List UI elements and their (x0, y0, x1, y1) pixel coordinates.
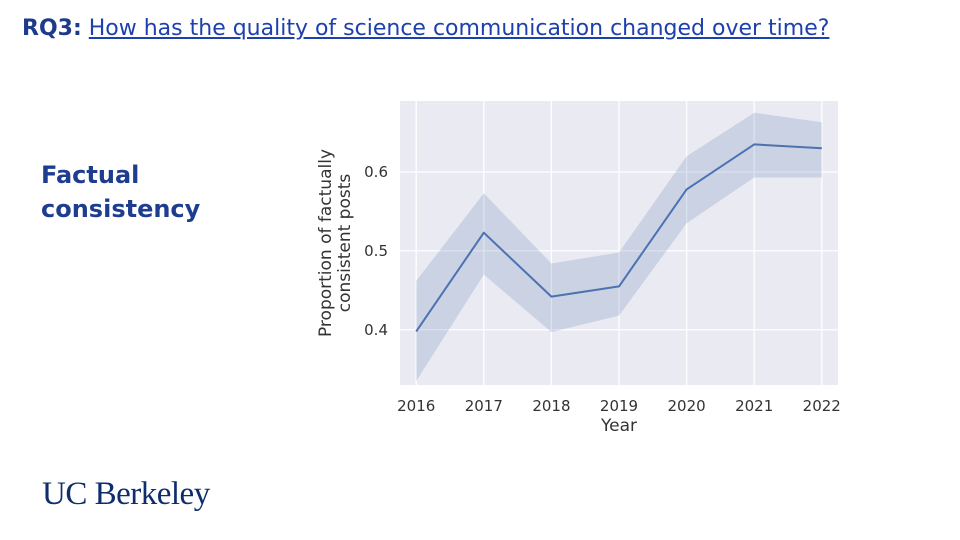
series-line-layer (415, 143, 822, 332)
series-line (415, 143, 822, 332)
research-question-link[interactable]: How has the quality of science communica… (88, 16, 830, 41)
rq-label: RQ3: (22, 16, 82, 41)
y-tick-label: 0.4 (364, 321, 388, 339)
x-axis-label: Year (600, 416, 637, 436)
y-tick-label: 0.6 (364, 163, 388, 181)
x-tick-label: 2016 (397, 397, 435, 415)
y-tick-labels: 0.4 0.5 0.6 (364, 163, 388, 339)
metric-label: Factual consistency (41, 158, 241, 226)
x-tick-label: 2017 (465, 397, 503, 415)
grid (400, 101, 838, 385)
metric-label-line1: Factual (41, 161, 140, 189)
factual-consistency-chart: 2016 2017 2018 2019 2020 2021 2022 0.4 0.5 0.6 Y… (316, 101, 841, 436)
slide-title: RQ3: How has the quality of science comm… (22, 16, 829, 41)
x-tick-label: 2019 (600, 397, 638, 415)
uc-berkeley-logo: UC Berkeley (42, 476, 210, 512)
metric-label-line2: consistency (41, 195, 201, 223)
y-axis-label-line2: consistent posts (335, 174, 355, 313)
x-tick-labels: 2016 2017 2018 2019 2020 2021 2022 (397, 397, 841, 415)
confidence-band (416, 112, 822, 382)
y-tick-label: 0.5 (364, 242, 388, 260)
x-tick-label: 2021 (735, 397, 773, 415)
x-tick-label: 2020 (667, 397, 705, 415)
ci-band-layer (416, 112, 822, 382)
y-axis-label-line1: Proportion of factually (316, 149, 336, 337)
x-tick-label: 2018 (532, 397, 570, 415)
x-tick-label: 2022 (803, 397, 841, 415)
